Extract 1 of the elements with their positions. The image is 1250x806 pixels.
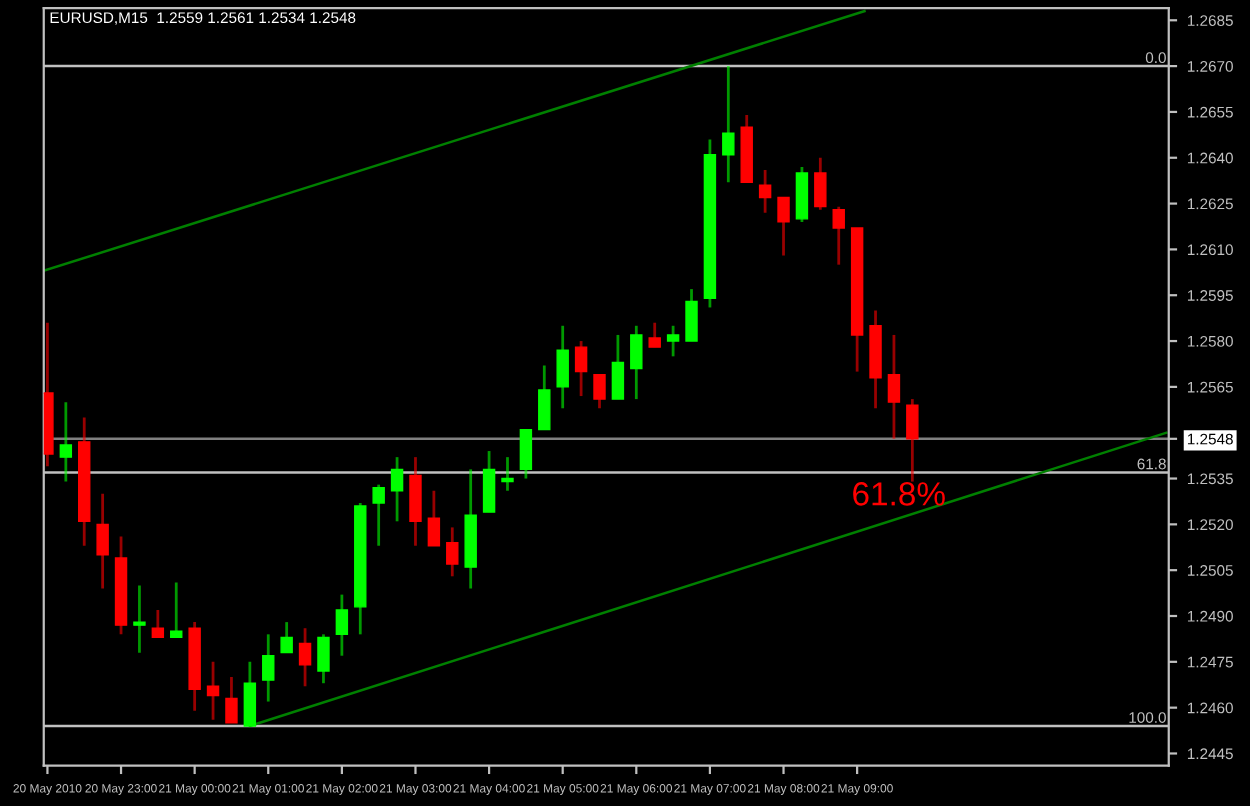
annotation: 61.8%	[853, 482, 945, 506]
